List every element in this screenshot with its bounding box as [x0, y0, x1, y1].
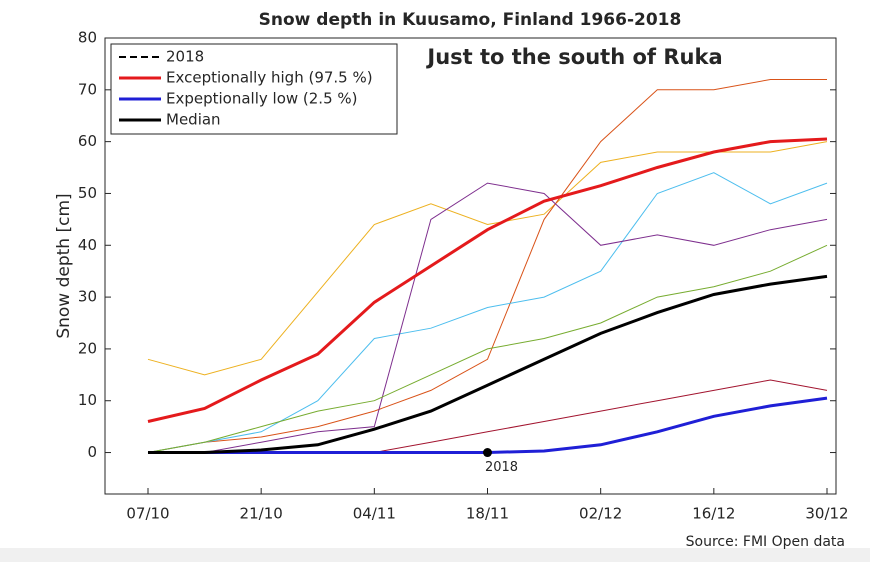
bottom-strip — [0, 548, 870, 562]
chart-title: Snow depth in Kuusamo, Finland 1966-2018 — [259, 10, 682, 30]
x-tick-label: 04/11 — [353, 505, 396, 523]
legend-label: 2018 — [166, 48, 204, 66]
y-tick-label: 70 — [78, 80, 97, 98]
y-tick-label: 60 — [78, 132, 97, 150]
x-tick-label: 07/10 — [126, 505, 169, 523]
y-tick-label: 50 — [78, 184, 97, 202]
x-tick-label: 21/10 — [240, 505, 283, 523]
y-tick-label: 0 — [87, 443, 97, 461]
line — [147, 172, 828, 453]
line — [148, 274, 828, 454]
y-axis-label: Snow depth [cm] — [54, 193, 74, 338]
y-tick-label: 30 — [78, 288, 97, 306]
line — [147, 137, 828, 423]
x-tick-label: 02/12 — [579, 505, 622, 523]
subtitle: Just to the south of Ruka — [425, 45, 722, 69]
source: Source: FMI Open data — [686, 534, 845, 550]
legend-label: Median — [166, 111, 221, 129]
line — [148, 182, 828, 453]
end-dot — [483, 448, 492, 458]
y-tick-label: 40 — [78, 236, 97, 254]
line — [147, 244, 828, 453]
line — [147, 79, 827, 453]
x-tick-label: 18/11 — [466, 505, 509, 523]
y-tick-label: 10 — [78, 391, 97, 409]
y-tick-label: 20 — [78, 339, 97, 357]
x-tick-label: 16/12 — [692, 505, 735, 523]
legend-label: Expeptionally low (2.5 %) — [166, 90, 358, 108]
y-tick-label: 80 — [78, 29, 97, 47]
annotation: 2018 — [485, 460, 518, 475]
legend-label: Exceptionally high (97.5 %) — [166, 69, 373, 87]
x-tick-label: 30/12 — [805, 505, 848, 523]
